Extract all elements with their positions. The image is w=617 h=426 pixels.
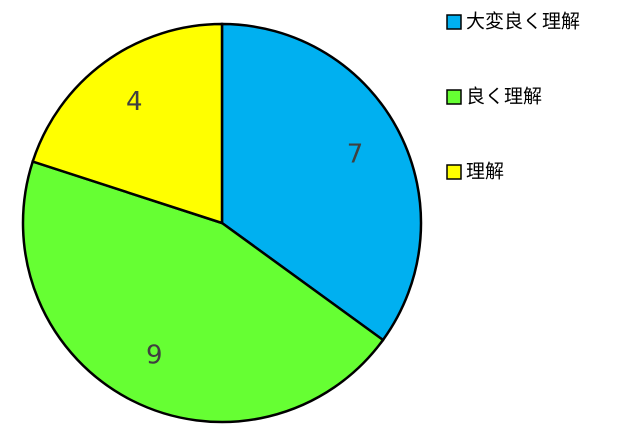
data-label: 9 <box>146 340 163 370</box>
pie-slice <box>21 159 385 424</box>
pie-slice <box>220 22 423 342</box>
data-label: 4 <box>126 87 143 117</box>
pie-slice <box>31 22 224 225</box>
legend-label: 良く理解 <box>466 86 542 108</box>
legend-swatch <box>446 89 462 105</box>
legend-swatch <box>446 164 462 180</box>
legend-label: 大変良く理解 <box>466 11 580 33</box>
data-label: 7 <box>347 140 364 170</box>
legend-label: 理解 <box>466 161 504 183</box>
legend-swatch <box>446 14 462 30</box>
